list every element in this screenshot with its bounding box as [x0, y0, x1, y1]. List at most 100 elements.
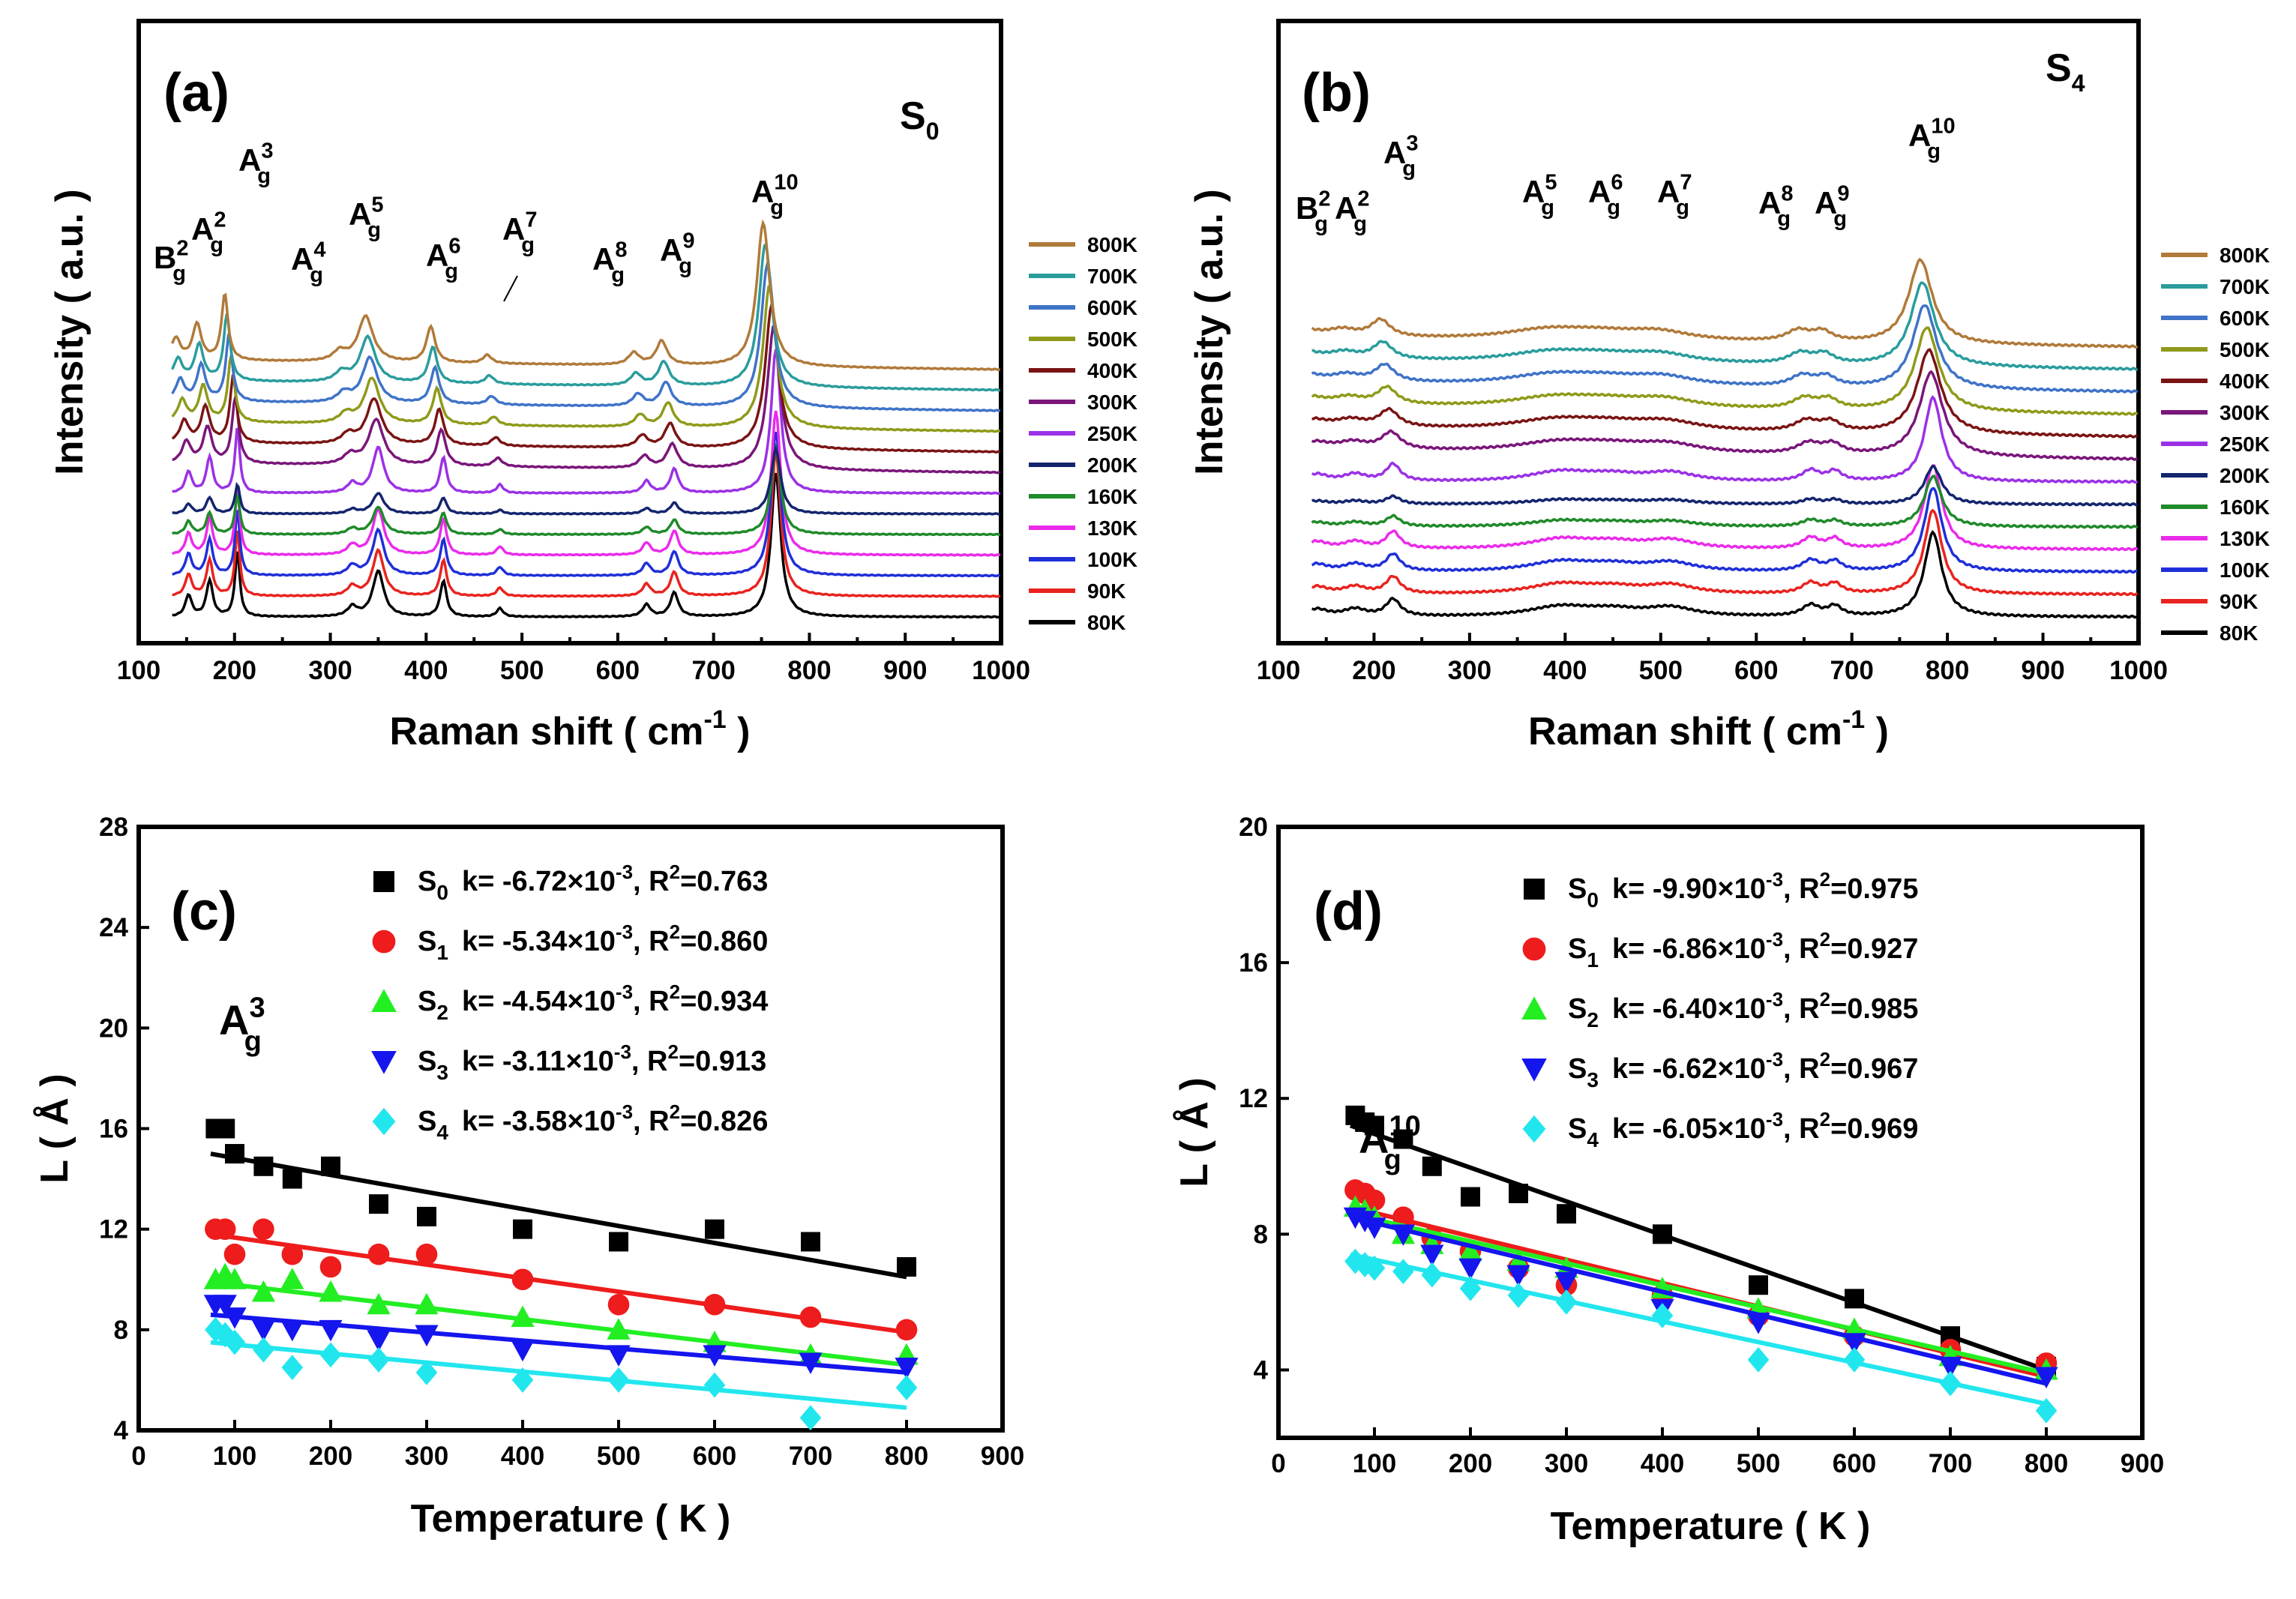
marker-S0 [1365, 1115, 1384, 1136]
legend-r-sup: 2 [1820, 1108, 1830, 1130]
spectrum-line-400K [1311, 348, 2138, 439]
spectrum-line-250K [172, 349, 1001, 496]
legend-marker-S3 [1521, 1059, 1547, 1082]
marker-S1 [281, 1243, 304, 1265]
marker-S1 [511, 1268, 534, 1291]
peak-label-sup: 3 [261, 139, 273, 163]
legend-label-S1: S1 k= -6.86×10-3, R2=0.927 [1568, 928, 1918, 972]
marker-S0 [1509, 1184, 1528, 1203]
legend-label-130K: 130K [1087, 517, 1138, 540]
legend-label-200K: 200K [2220, 464, 2270, 487]
y-tick-label: 4 [114, 1416, 129, 1445]
spectrum-line-800K [171, 219, 1001, 371]
legend-k-exp: -3 [1766, 868, 1783, 891]
marker-S1 [214, 1218, 236, 1240]
legend-label-80K: 80K [1087, 611, 1126, 634]
legend-sub: 0 [1587, 888, 1599, 912]
marker-S4 [367, 1347, 390, 1373]
peak-label-sup: 10 [1931, 114, 1955, 138]
marker-S1 [223, 1243, 246, 1265]
peak-label-text: A4 [291, 238, 325, 277]
legend-r: , R [1783, 873, 1820, 905]
legend-label-S2: S2 k= -6.40×10-3, R2=0.985 [1568, 988, 1918, 1032]
marker-S4 [223, 1329, 246, 1355]
peak-label-sup: 10 [774, 170, 798, 194]
legend-r2: =0.763 [680, 866, 768, 897]
y-tick-label: 20 [99, 1014, 128, 1043]
peak-label-sup: 7 [1680, 170, 1692, 194]
peak-label-sup: 2 [1318, 187, 1330, 211]
marker-S0 [282, 1169, 302, 1189]
spectrum-line-500K [171, 282, 1001, 433]
x-tick-label: 200 [1352, 656, 1395, 685]
legend-label-160K: 160K [1087, 485, 1138, 508]
legend-r2: =0.969 [1830, 1113, 1918, 1145]
legend-k-exp: -3 [616, 1100, 633, 1123]
legend-r2: =0.860 [680, 926, 768, 957]
legend-label-400K: 400K [2220, 370, 2270, 393]
spectrum-line-80K [1311, 530, 2139, 619]
x-tick-label: 100 [213, 1442, 256, 1471]
marker-S1 [319, 1256, 342, 1278]
x-axis-title: Raman shift ( cm-1 ) [390, 705, 751, 753]
x-tick-label: 400 [501, 1442, 544, 1471]
legend-r: , R [1783, 933, 1820, 965]
peak-label: B2g [1296, 187, 1330, 236]
legend-marker-S4 [1522, 1115, 1546, 1143]
peak-label-sub: g [367, 218, 381, 242]
x-tick-label: 600 [1734, 656, 1778, 685]
marker-S4 [281, 1355, 304, 1381]
spectrum-line-100K [172, 431, 1000, 578]
marker-S0 [1845, 1289, 1864, 1309]
peak-label: A3g [238, 139, 273, 188]
marker-S4 [253, 1337, 274, 1363]
marker-S1 [799, 1306, 822, 1328]
plot-frame [1276, 825, 2145, 1440]
peak-label-sub: g [1833, 207, 1847, 231]
peak-label-sup: 7 [525, 208, 537, 232]
marker-S0 [369, 1194, 388, 1214]
x-tick-label: 500 [500, 656, 544, 685]
marker-S0 [609, 1232, 628, 1252]
marker-S3 [1391, 1224, 1415, 1246]
marker-S4 [1651, 1303, 1674, 1328]
marker-S3 [1458, 1258, 1482, 1280]
peak-label-sub: g [521, 233, 535, 257]
legend-label-S0: S0 k= -6.72×10-3, R2=0.763 [418, 861, 768, 904]
x-tick-label: 700 [691, 656, 735, 685]
marker-S3 [415, 1325, 439, 1347]
spectrum-line-700K [171, 241, 1000, 392]
legend-marker-S0 [373, 871, 394, 892]
marker-S0 [513, 1219, 532, 1239]
legend-r-sup: 2 [670, 981, 680, 1003]
legend-label-S4: S4 k= -6.05×10-3, R2=0.969 [1568, 1108, 1918, 1151]
legend-sub: 1 [436, 941, 448, 964]
marker-S4 [1363, 1255, 1386, 1281]
marker-S0 [1557, 1204, 1576, 1224]
x-tick-label: 400 [1641, 1449, 1684, 1478]
legend-r-sup: 2 [670, 921, 680, 943]
marker-S4 [511, 1367, 534, 1393]
marker-S1 [895, 1319, 918, 1341]
peak-label-sup: 9 [682, 229, 694, 253]
legend-sub: 2 [1587, 1008, 1599, 1032]
peak-label-sub: g [770, 196, 784, 220]
x-axis-title-sup: -1 [703, 705, 726, 734]
legend-label-S1: S1 k= -5.34×10-3, R2=0.860 [418, 921, 768, 964]
legend-r: , R [633, 986, 670, 1017]
marker-S4 [319, 1342, 342, 1368]
spectrum-line-600K [171, 260, 1001, 412]
marker-S3 [1362, 1217, 1386, 1239]
x-tick-label: 600 [1833, 1449, 1876, 1478]
legend-label-600K: 600K [1087, 296, 1138, 319]
legend-label-500K: 500K [2220, 338, 2270, 361]
x-axis-title: Temperature ( K ) [1551, 1505, 1871, 1548]
marker-S3 [607, 1345, 631, 1367]
panel-tag: (c) [171, 882, 237, 942]
y-tick-label: 8 [114, 1316, 128, 1345]
legend-label-80K: 80K [2220, 621, 2258, 645]
legend-marker-S1 [372, 930, 396, 954]
x-tick-label: 500 [1737, 1449, 1780, 1478]
legend-marker-S4 [372, 1107, 396, 1136]
